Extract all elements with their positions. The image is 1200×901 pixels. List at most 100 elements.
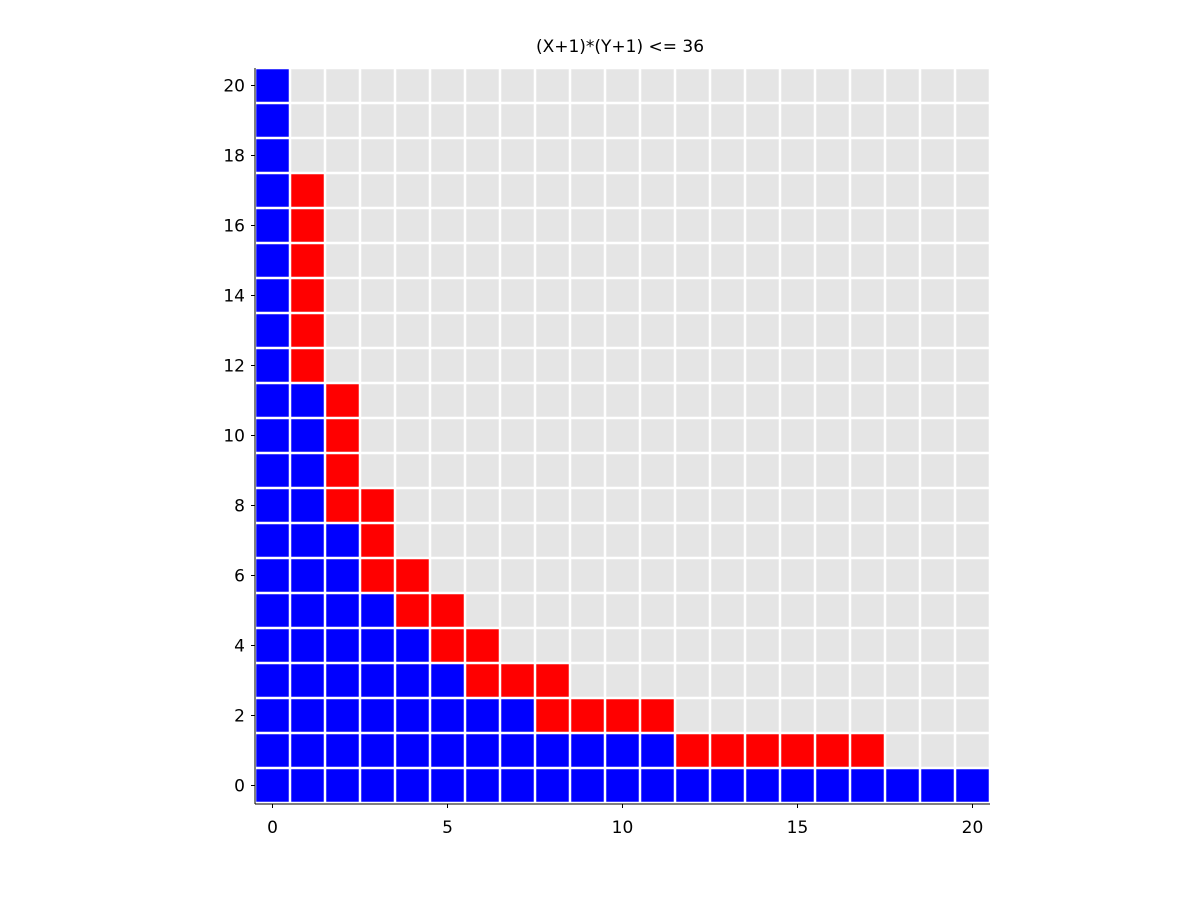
cell-gray-x18-y17 [886,174,919,207]
cell-gray-x11-y11 [641,384,674,417]
cell-blue-x1-y8 [291,489,324,522]
cell-gray-x19-y2 [921,699,954,732]
cell-gray-x5-y17 [431,174,464,207]
cell-gray-x5-y16 [431,209,464,242]
cell-gray-x9-y17 [571,174,604,207]
cell-blue-x2-y0 [326,769,359,802]
cell-blue-x0-y20 [256,69,289,102]
cell-gray-x5-y19 [431,104,464,137]
cell-gray-x8-y9 [536,454,569,487]
cell-gray-x5-y6 [431,559,464,592]
cell-gray-x11-y17 [641,174,674,207]
cell-gray-x7-y18 [501,139,534,172]
cell-gray-x3-y17 [361,174,394,207]
cell-gray-x8-y19 [536,104,569,137]
cell-gray-x6-y7 [466,524,499,557]
cell-gray-x7-y16 [501,209,534,242]
cell-gray-x18-y12 [886,349,919,382]
cell-red-x9-y2 [571,699,604,732]
y-tick-label: 18 [223,147,245,167]
cell-gray-x14-y16 [746,209,779,242]
cell-gray-x18-y11 [886,384,919,417]
cell-gray-x15-y17 [781,174,814,207]
cell-gray-x20-y14 [956,279,989,312]
cell-blue-x3-y3 [361,664,394,697]
y-axis-ticks: 0 2 4 6 8 10 12 14 16 18 20 [223,77,255,797]
cell-gray-x9-y11 [571,384,604,417]
cell-gray-x20-y1 [956,734,989,767]
cell-gray-x7-y7 [501,524,534,557]
cell-gray-x11-y5 [641,594,674,627]
cell-gray-x6-y5 [466,594,499,627]
cell-gray-x7-y13 [501,314,534,347]
cell-gray-x20-y8 [956,489,989,522]
cell-gray-x5-y10 [431,419,464,452]
cell-blue-x7-y2 [501,699,534,732]
cell-gray-x10-y19 [606,104,639,137]
cell-gray-x17-y12 [851,349,884,382]
cell-gray-x17-y9 [851,454,884,487]
y-tick-label: 20 [223,77,245,97]
cell-gray-x3-y16 [361,209,394,242]
cell-blue-x13-y0 [711,769,744,802]
cell-gray-x12-y8 [676,489,709,522]
cell-gray-x9-y3 [571,664,604,697]
cell-gray-x3-y10 [361,419,394,452]
cell-gray-x8-y15 [536,244,569,277]
cell-gray-x2-y12 [326,349,359,382]
cell-gray-x18-y1 [886,734,919,767]
cell-gray-x19-y12 [921,349,954,382]
y-tick-label: 0 [234,777,245,797]
cell-gray-x15-y13 [781,314,814,347]
cell-red-x1-y12 [291,349,324,382]
cell-gray-x20-y11 [956,384,989,417]
cell-gray-x20-y10 [956,419,989,452]
cell-gray-x19-y11 [921,384,954,417]
cell-red-x2-y8 [326,489,359,522]
cell-gray-x3-y13 [361,314,394,347]
cell-red-x10-y2 [606,699,639,732]
cell-gray-x17-y13 [851,314,884,347]
cell-red-x1-y16 [291,209,324,242]
cell-blue-x1-y7 [291,524,324,557]
cell-gray-x14-y9 [746,454,779,487]
cell-gray-x7-y4 [501,629,534,662]
cell-gray-x9-y16 [571,209,604,242]
cell-gray-x10-y11 [606,384,639,417]
cell-blue-x15-y0 [781,769,814,802]
cell-blue-x5-y0 [431,769,464,802]
cell-gray-x4-y18 [396,139,429,172]
cell-gray-x5-y9 [431,454,464,487]
cell-gray-x12-y18 [676,139,709,172]
cell-gray-x5-y15 [431,244,464,277]
cell-blue-x8-y1 [536,734,569,767]
cell-gray-x14-y14 [746,279,779,312]
cell-gray-x5-y20 [431,69,464,102]
cell-gray-x13-y13 [711,314,744,347]
cell-blue-x0-y13 [256,314,289,347]
cell-red-x2-y11 [326,384,359,417]
cell-blue-x1-y11 [291,384,324,417]
cell-blue-x6-y1 [466,734,499,767]
cell-gray-x19-y8 [921,489,954,522]
cell-gray-x19-y6 [921,559,954,592]
cell-gray-x14-y3 [746,664,779,697]
cell-gray-x17-y3 [851,664,884,697]
cell-gray-x15-y3 [781,664,814,697]
cell-gray-x3-y9 [361,454,394,487]
cell-blue-x8-y0 [536,769,569,802]
cell-gray-x10-y8 [606,489,639,522]
cell-gray-x9-y9 [571,454,604,487]
cell-gray-x3-y14 [361,279,394,312]
cell-gray-x5-y18 [431,139,464,172]
cell-gray-x16-y9 [816,454,849,487]
cell-gray-x13-y4 [711,629,744,662]
cell-gray-x18-y3 [886,664,919,697]
cell-gray-x12-y20 [676,69,709,102]
cell-gray-x7-y10 [501,419,534,452]
cell-gray-x14-y19 [746,104,779,137]
cell-gray-x6-y13 [466,314,499,347]
cell-gray-x16-y19 [816,104,849,137]
cell-gray-x14-y4 [746,629,779,662]
cell-blue-x11-y1 [641,734,674,767]
